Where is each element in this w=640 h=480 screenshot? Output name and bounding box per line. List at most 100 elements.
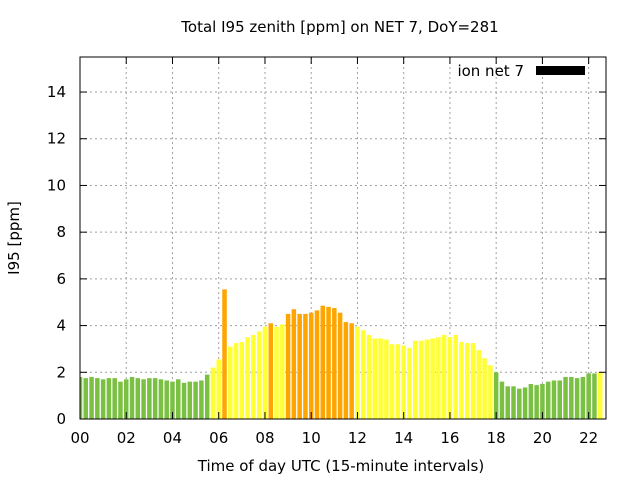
- bar: [337, 312, 343, 419]
- bar: [112, 378, 117, 419]
- bar: [424, 339, 430, 419]
- bar: [488, 365, 493, 419]
- bar: [384, 339, 389, 419]
- legend-label: ion net 7: [457, 62, 524, 80]
- bar: [152, 378, 158, 419]
- bar: [233, 343, 239, 419]
- bar: [574, 378, 580, 419]
- bar: [343, 322, 349, 419]
- bar: [482, 358, 487, 419]
- bar: [592, 373, 597, 419]
- bar: [401, 345, 406, 419]
- bar: [332, 308, 337, 419]
- bar: [389, 344, 395, 419]
- x-tick-label: 16: [440, 429, 459, 447]
- bar: [320, 305, 326, 419]
- bar: [569, 376, 574, 419]
- x-tick-label: 08: [255, 429, 274, 447]
- bar: [228, 346, 233, 419]
- bar: [123, 379, 129, 419]
- bar: [522, 387, 528, 419]
- bar: [453, 334, 458, 419]
- bar: [505, 386, 510, 419]
- bar: [470, 343, 476, 419]
- bar: [262, 326, 268, 419]
- bar: [187, 381, 193, 419]
- x-tick-label: 14: [394, 429, 413, 447]
- y-tick-label: 0: [56, 410, 66, 428]
- bar: [407, 347, 412, 419]
- bar: [106, 378, 112, 419]
- bar: [291, 309, 297, 419]
- y-tick-label: 6: [56, 270, 66, 288]
- bar: [164, 380, 169, 419]
- bar: [511, 386, 516, 419]
- x-tick-label: 10: [302, 429, 321, 447]
- bar: [274, 326, 279, 419]
- bar: [268, 323, 274, 419]
- bar: [80, 376, 83, 419]
- legend-swatch: [536, 66, 585, 75]
- bar: [430, 338, 435, 419]
- bar: [210, 367, 216, 419]
- bar: [557, 380, 563, 419]
- bar: [586, 373, 591, 419]
- bar: [95, 378, 100, 419]
- bar: [193, 381, 198, 419]
- bar: [222, 289, 227, 419]
- bar: [199, 380, 204, 419]
- x-axis-label: Time of day UTC (15-minute intervals): [197, 457, 484, 475]
- y-tick-label: 2: [56, 363, 66, 381]
- bar: [216, 359, 221, 419]
- x-tick-label: 02: [117, 429, 136, 447]
- y-axis-label: I95 [ppm]: [5, 201, 23, 275]
- bar: [256, 331, 262, 419]
- y-tick-label: 10: [47, 176, 66, 194]
- bar: [378, 338, 383, 419]
- bar: [465, 343, 470, 419]
- bar: [545, 381, 551, 419]
- plot-frame: [79, 56, 607, 420]
- bar: [118, 381, 123, 419]
- x-tick-label: 04: [163, 429, 182, 447]
- bar: [129, 376, 135, 419]
- bar: [441, 334, 447, 419]
- bar: [499, 381, 505, 419]
- bar: [528, 383, 534, 419]
- bar: [476, 350, 482, 419]
- x-tick-label: 20: [533, 429, 552, 447]
- bar: [251, 334, 256, 419]
- bar: [176, 379, 181, 419]
- bar: [181, 382, 187, 419]
- bar: [372, 338, 378, 419]
- bar: [239, 341, 245, 419]
- grid: [80, 57, 606, 419]
- bar: [540, 383, 545, 419]
- bar: [349, 323, 354, 419]
- y-tick-label: 14: [47, 83, 66, 101]
- bar: [563, 376, 568, 419]
- bar: [326, 306, 331, 419]
- bar: [436, 337, 441, 419]
- x-tick-label: 00: [70, 429, 89, 447]
- bar: [147, 378, 152, 419]
- bar: [135, 378, 141, 419]
- y-tick-label: 4: [56, 317, 66, 335]
- bar: [158, 379, 164, 419]
- bar: [314, 310, 320, 419]
- bar: [580, 376, 586, 419]
- bar: [141, 379, 146, 419]
- x-tick-label: 22: [579, 429, 598, 447]
- bar: [245, 337, 250, 419]
- x-tick-label: 18: [487, 429, 506, 447]
- bar: [447, 337, 453, 419]
- x-tick-label: 06: [209, 429, 228, 447]
- bar: [170, 381, 175, 419]
- bar: [412, 340, 418, 419]
- bar: [100, 379, 106, 419]
- bar: [493, 372, 499, 419]
- bar: [303, 313, 308, 419]
- bar: [83, 378, 89, 419]
